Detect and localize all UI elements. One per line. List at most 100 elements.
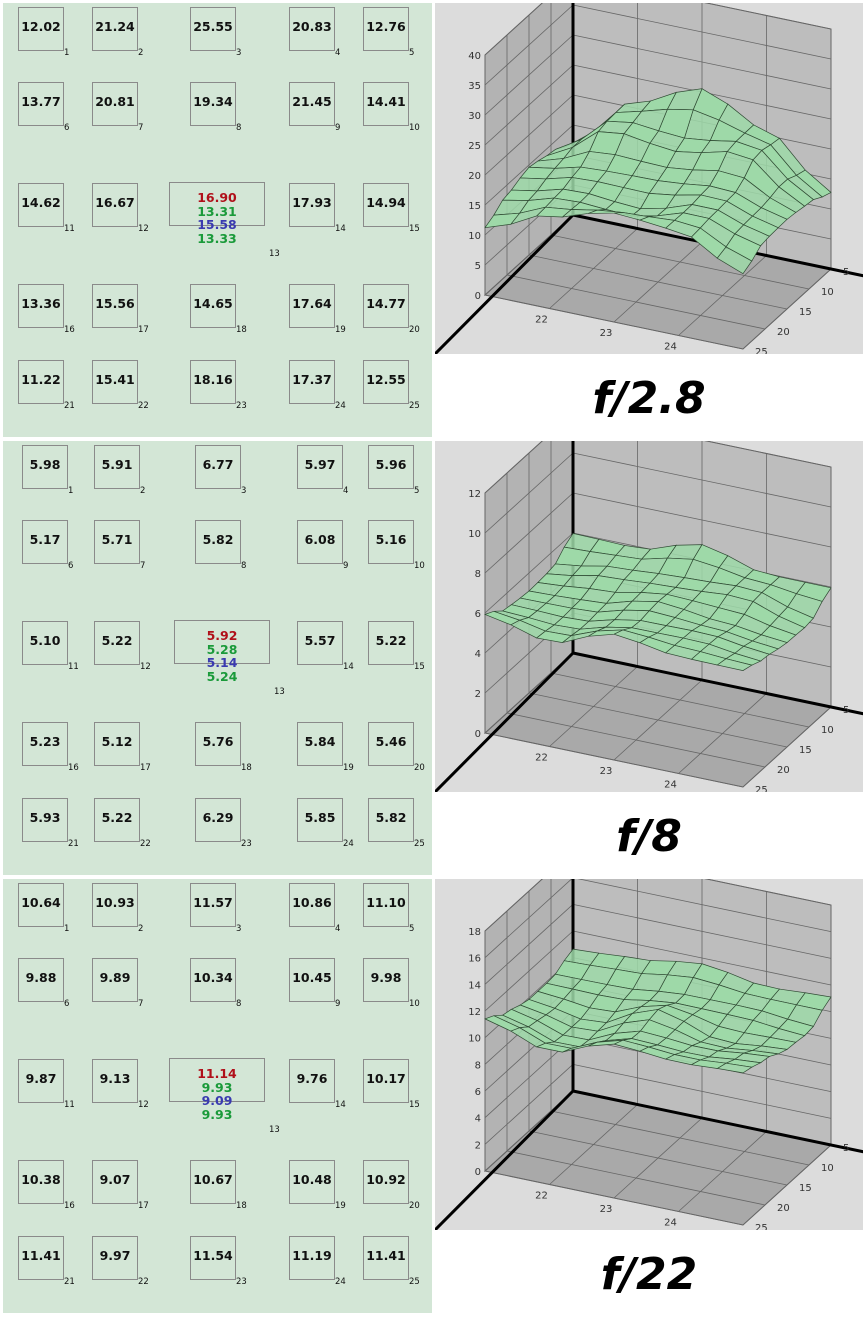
cell-value: 11.22 (21, 372, 61, 387)
cell-index: 23 (241, 839, 252, 849)
measurement-cell: 9.07 (92, 1160, 138, 1204)
measurement-cell: 5.96 (368, 445, 414, 489)
cell-index: 23 (236, 401, 247, 411)
cell-index: 20 (409, 1201, 420, 1211)
measurement-cell: 10.67 (190, 1160, 236, 1204)
measurement-cell: 5.57 (297, 621, 343, 665)
cell-value: 11.54 (193, 1248, 233, 1263)
cell-value: 5.96 (375, 457, 407, 472)
cell-value: 10.38 (21, 1172, 61, 1187)
measurement-cell: 9.76 (289, 1059, 335, 1103)
surface-plot: 0 2 4 6 8 10 12 14 16 18 22 23 24 5 10 15 20 25 (435, 879, 863, 1230)
aperture-label: f/2.8 (592, 373, 706, 424)
measurement-cell: 15.41 (92, 360, 138, 404)
cell-index: 18 (236, 1201, 247, 1211)
z-tick-label: 8 (475, 569, 481, 580)
cell-value: 15.41 (95, 372, 135, 387)
cell-value: 14.65 (193, 296, 233, 311)
cell-index: 15 (409, 1100, 420, 1110)
cell-value: 5.82 (202, 532, 234, 547)
measurement-cell: 6.08 (297, 520, 343, 564)
measurement-cell: 5.85 (297, 798, 343, 842)
measurement-cell: 14.94 (363, 183, 409, 227)
cell-value: 5.57 (304, 633, 336, 648)
x-tick-label: 22 (535, 753, 548, 764)
cell-value: 9.87 (25, 1071, 57, 1086)
cell-value: 14.62 (21, 195, 61, 210)
measurement-cell: 9.97 (92, 1236, 138, 1280)
cell-index: 6 (68, 561, 74, 571)
cell-index: 21 (64, 401, 75, 411)
cell-index: 3 (236, 48, 242, 58)
cell-index: 1 (68, 486, 74, 496)
center-value: 16.90 (197, 190, 237, 205)
surface-patch (484, 212, 521, 229)
y-axis-line (435, 651, 575, 792)
cell-value: 6.77 (202, 457, 234, 472)
cell-index: 16 (68, 763, 79, 773)
cell-index: 9 (335, 999, 341, 1009)
gridline (506, 1150, 766, 1206)
cell-index: 12 (138, 1100, 149, 1110)
z-tick-label: 10 (468, 231, 481, 242)
cell-value: 14.77 (366, 296, 406, 311)
measurement-cell: 21.24 (92, 7, 138, 51)
cell-index: 4 (335, 48, 341, 58)
cell-index: 25 (414, 839, 425, 849)
measurement-cell: 9.13 (92, 1059, 138, 1103)
measurement-cell: 5.46 (368, 722, 414, 766)
cell-index: 20 (409, 325, 420, 335)
gridline (484, 1170, 744, 1226)
cell-value: 5.93 (29, 810, 61, 825)
aperture-label: f/8 (616, 811, 682, 862)
measurement-cell: 9.98 (363, 958, 409, 1002)
cell-value: 19.34 (193, 94, 233, 109)
cell-value: 9.76 (296, 1071, 328, 1086)
cell-value: 12.55 (366, 372, 406, 387)
gridline (550, 234, 810, 290)
cell-value: 9.97 (99, 1248, 131, 1263)
cell-index: 6 (64, 999, 70, 1009)
cell-value: 20.81 (95, 94, 135, 109)
measurement-grid-panel: 5.98 1 5.91 2 6.77 3 5.97 4 5.96 5 5.17 6 5.71 7 5.82 8… (3, 441, 432, 875)
cell-value: 13.77 (21, 94, 61, 109)
measurement-cell: 17.93 (289, 183, 335, 227)
y-tick-label: 20 (777, 765, 790, 776)
cell-value: 6.29 (202, 810, 234, 825)
cell-index: 17 (138, 325, 149, 335)
surface-plot-svg: 0 5 10 15 20 25 30 35 40 22 23 24 5 10 15 20 25 (435, 3, 863, 354)
measurement-cell: 5.82 (368, 798, 414, 842)
cell-index: 13 (269, 1125, 280, 1135)
measurement-cell: 10.45 (289, 958, 335, 1002)
gridline (528, 254, 788, 310)
measurement-cell: 11.54 (190, 1236, 236, 1280)
z-tick-label: 20 (468, 171, 481, 182)
cell-index: 14 (335, 224, 346, 234)
cell-value: 14.94 (366, 195, 406, 210)
cell-value: 13.36 (21, 296, 61, 311)
cell-value: 9.07 (99, 1172, 131, 1187)
x-tick-label: 23 (600, 1204, 613, 1215)
cell-value: 12.02 (21, 19, 61, 34)
gridline (550, 1110, 810, 1166)
y-tick-label: 25 (755, 1223, 768, 1230)
measurement-cell: 9.87 (18, 1059, 64, 1103)
measurement-cell: 5.17 (22, 520, 68, 564)
cell-value: 9.88 (25, 970, 57, 985)
z-tick-label: 0 (475, 291, 481, 302)
y-tick-label: 10 (821, 725, 834, 736)
cell-index: 3 (236, 924, 242, 934)
center-measurement-cell: 11.14 9.93 9.09 9.93 (169, 1058, 265, 1121)
center-value: 5.28 (206, 641, 238, 657)
cell-index: 9 (343, 561, 349, 571)
z-tick-label: 14 (468, 980, 481, 991)
y-tick-label: 15 (799, 307, 812, 318)
z-tick-label: 16 (468, 954, 481, 965)
y-tick-label: 25 (755, 785, 768, 792)
gridline (506, 274, 766, 330)
measurement-cell: 15.56 (92, 284, 138, 328)
center-value: 5.92 (206, 628, 238, 643)
measurement-cell: 10.34 (190, 958, 236, 1002)
measurement-cell: 13.77 (18, 82, 64, 126)
cell-value: 10.34 (193, 970, 233, 985)
